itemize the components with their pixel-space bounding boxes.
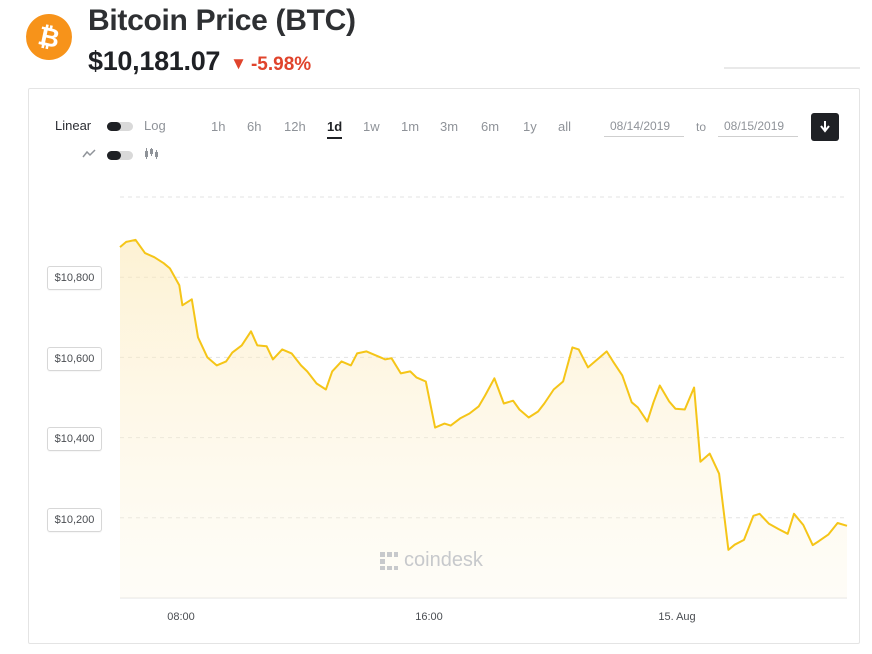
price-line	[119, 238, 848, 551]
date-from-input[interactable]	[604, 117, 684, 137]
scale-log-label[interactable]: Log	[144, 118, 166, 133]
line-chart-icon[interactable]	[82, 149, 96, 159]
date-to-input[interactable]	[718, 117, 798, 137]
scale-toggle-knob	[107, 122, 121, 131]
range-1h[interactable]: 1h	[211, 119, 226, 134]
range-1d[interactable]: 1d	[327, 119, 343, 139]
y-tick-label: $10,400	[47, 427, 102, 451]
range-all[interactable]: all	[558, 119, 572, 134]
range-12h[interactable]: 12h	[284, 119, 306, 134]
coin-ticker: (BTC)	[275, 4, 356, 37]
scale-toggle[interactable]	[107, 122, 133, 131]
page-title: Bitcoin Price (BTC)	[88, 4, 356, 38]
price-row: $10,181.07 ▼ -5.98%	[88, 46, 311, 77]
scale-linear-label[interactable]: Linear	[55, 118, 92, 133]
header-divider	[724, 67, 860, 69]
range-6m[interactable]: 6m	[481, 119, 500, 134]
price-change: -5.98%	[250, 54, 312, 75]
price-chart[interactable]	[29, 89, 861, 645]
coin-name: Bitcoin Price	[88, 4, 268, 37]
range-3m[interactable]: 3m	[440, 119, 459, 134]
x-tick-label: 15. Aug	[658, 611, 696, 623]
chart-card: Linear Log 1h 6h 12h 1d 1w 1m 3m 6m 1y a…	[28, 88, 860, 644]
watermark-text: coindesk	[404, 549, 483, 571]
date-range-to-label: to	[696, 120, 707, 134]
y-tick-label: $10,600	[47, 347, 102, 371]
range-6h[interactable]: 6h	[247, 119, 262, 134]
range-1m[interactable]: 1m	[401, 119, 420, 134]
chart-type-toggle-knob	[107, 151, 121, 160]
range-1y[interactable]: 1y	[523, 119, 537, 134]
bitcoin-logo-icon: ₿	[21, 9, 77, 65]
candlestick-icon[interactable]	[144, 148, 158, 160]
current-price: $10,181.07	[88, 46, 221, 76]
y-tick-label: $10,800	[47, 266, 102, 290]
x-tick-label: 16:00	[415, 611, 443, 623]
download-icon	[820, 121, 830, 133]
y-tick-label: $10,200	[47, 508, 102, 532]
coindesk-logo-icon	[380, 551, 398, 570]
x-tick-label: 08:00	[167, 611, 195, 623]
chart-type-toggle[interactable]	[107, 151, 133, 160]
download-button[interactable]	[811, 113, 839, 141]
down-arrow-icon: ▼	[230, 54, 247, 73]
coindesk-watermark: coindesk	[379, 549, 483, 572]
range-1w[interactable]: 1w	[363, 119, 380, 134]
price-area	[120, 239, 847, 598]
